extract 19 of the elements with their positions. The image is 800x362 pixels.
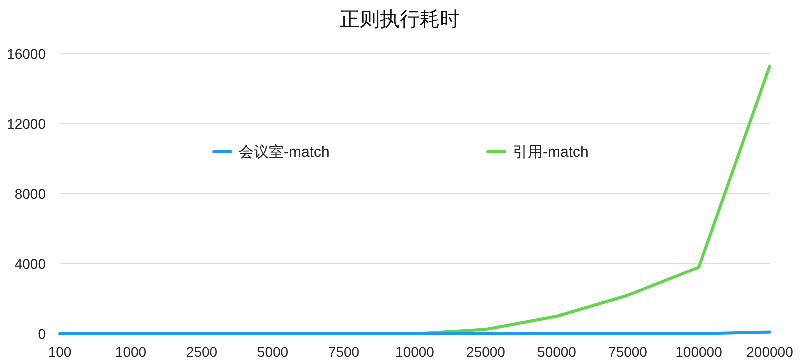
chart-title: 正则执行耗时 [340,9,460,31]
x-tick-label: 100000 [676,344,723,360]
y-tick-label: 4000 [14,256,46,272]
y-tick-label: 0 [38,326,46,342]
y-tick-label: 16000 [7,46,46,62]
x-tick-label: 50000 [538,344,577,360]
y-tick-label: 8000 [14,186,46,202]
x-tick-label: 75000 [608,344,648,360]
x-tick-label: 25000 [466,344,506,360]
x-tick-label: 10000 [396,344,435,360]
x-tick-label: 1000 [115,344,147,360]
x-tick-label: 2500 [186,344,218,360]
x-tick-label: 100 [48,344,72,360]
x-tick-label: 7500 [328,344,360,360]
legend-label: 引用-match [513,144,589,161]
y-tick-label: 12000 [7,116,46,132]
x-tick-label: 200000 [746,344,794,360]
x-tick-label: 5000 [257,344,289,360]
legend-label: 会议室-match [239,144,330,161]
